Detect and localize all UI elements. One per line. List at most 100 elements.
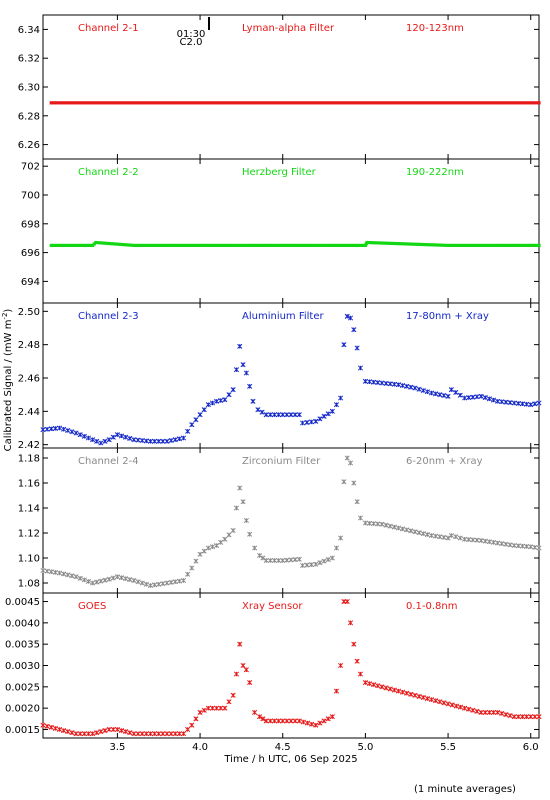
data-point (383, 101, 387, 105)
data-point (52, 725, 58, 731)
band-label: 17-80nm + Xray (406, 311, 489, 322)
data-point (114, 726, 120, 733)
data-point (457, 535, 463, 541)
data-point (366, 681, 373, 687)
data-point (495, 540, 501, 546)
data-point (490, 243, 494, 247)
data-point (531, 243, 536, 247)
data-point (322, 101, 326, 105)
data-point (466, 706, 472, 712)
data-point (56, 726, 63, 733)
data-point (388, 101, 392, 105)
footnote: (1 minute averages) (414, 784, 516, 795)
data-point (398, 242, 403, 246)
data-point (148, 101, 153, 105)
data-point (347, 460, 354, 466)
data-point (418, 101, 423, 105)
y-tick-label: 1.14 (18, 504, 40, 515)
data-point (201, 243, 205, 247)
data-point (40, 427, 46, 433)
data-point (57, 101, 62, 105)
data-point (106, 437, 112, 443)
data-point (160, 438, 166, 444)
data-point (94, 438, 100, 444)
data-point (272, 243, 277, 247)
data-point (48, 724, 54, 730)
chart-panel-3: 2.42 2.44 2.46 2.48 2.50 Channel 2-3 Aluminium… (18, 302, 542, 451)
data-point (123, 576, 129, 582)
data-point (56, 425, 63, 431)
data-point (102, 727, 108, 734)
data-point (113, 242, 117, 246)
data-point (362, 378, 368, 384)
data-point (501, 101, 505, 105)
data-point (245, 101, 249, 105)
data-point (347, 101, 351, 105)
y-tick-label: 694 (21, 277, 40, 288)
data-point (129, 101, 133, 105)
data-point (97, 241, 101, 245)
data-point (390, 241, 394, 246)
data-point (201, 548, 207, 554)
data-point (379, 380, 385, 386)
data-point (368, 241, 372, 245)
data-point (176, 731, 182, 737)
data-point (230, 692, 236, 698)
data-point (226, 243, 230, 247)
data-point (330, 101, 334, 105)
data-point (478, 537, 484, 544)
data-point (471, 101, 475, 105)
data-point (336, 101, 340, 105)
data-point (537, 101, 541, 105)
data-point (127, 577, 133, 583)
data-point (495, 709, 501, 715)
data-point (416, 101, 420, 105)
data-point (474, 243, 478, 247)
data-point (479, 101, 483, 105)
data-point (242, 243, 246, 247)
data-point (404, 242, 408, 246)
data-point (114, 432, 120, 438)
data-point (260, 555, 266, 561)
data-point (222, 705, 228, 711)
data-point (198, 101, 202, 105)
data-point (105, 241, 109, 245)
chart-panel-5: 0.0015 0.0020 0.0025 0.0030 0.0035 0.0040 0.00… (5, 592, 542, 753)
data-point (453, 389, 459, 395)
data-point (304, 562, 310, 568)
data-point (428, 532, 435, 539)
data-point (248, 101, 252, 105)
data-point (48, 426, 54, 432)
data-point (317, 416, 323, 422)
data-point (303, 243, 307, 247)
data-point (40, 722, 46, 728)
channel-label: GOES (78, 601, 106, 612)
data-point (131, 731, 137, 737)
data-point (272, 101, 277, 105)
x-tick-label: 6.0 (523, 742, 539, 753)
data-point (376, 241, 380, 245)
data-point (362, 520, 368, 526)
data-point (457, 704, 464, 710)
data-point (493, 101, 497, 105)
data-point (396, 242, 400, 246)
data-point (94, 240, 98, 245)
data-point (344, 313, 350, 319)
data-point (245, 243, 249, 247)
data-point (515, 400, 521, 406)
data-point (300, 101, 304, 105)
data-point (433, 533, 439, 539)
data-point (197, 551, 203, 557)
data-point (465, 101, 469, 105)
data-point (154, 243, 158, 247)
data-point (131, 577, 137, 584)
data-point (73, 574, 79, 580)
data-point (209, 400, 216, 406)
data-point (418, 242, 422, 247)
y-tick-label: 1.16 (18, 479, 40, 490)
data-point (407, 101, 412, 105)
data-point (408, 528, 414, 534)
filter-label: Zirconium Filter (242, 456, 321, 467)
data-point (507, 713, 513, 719)
data-point (61, 727, 67, 734)
